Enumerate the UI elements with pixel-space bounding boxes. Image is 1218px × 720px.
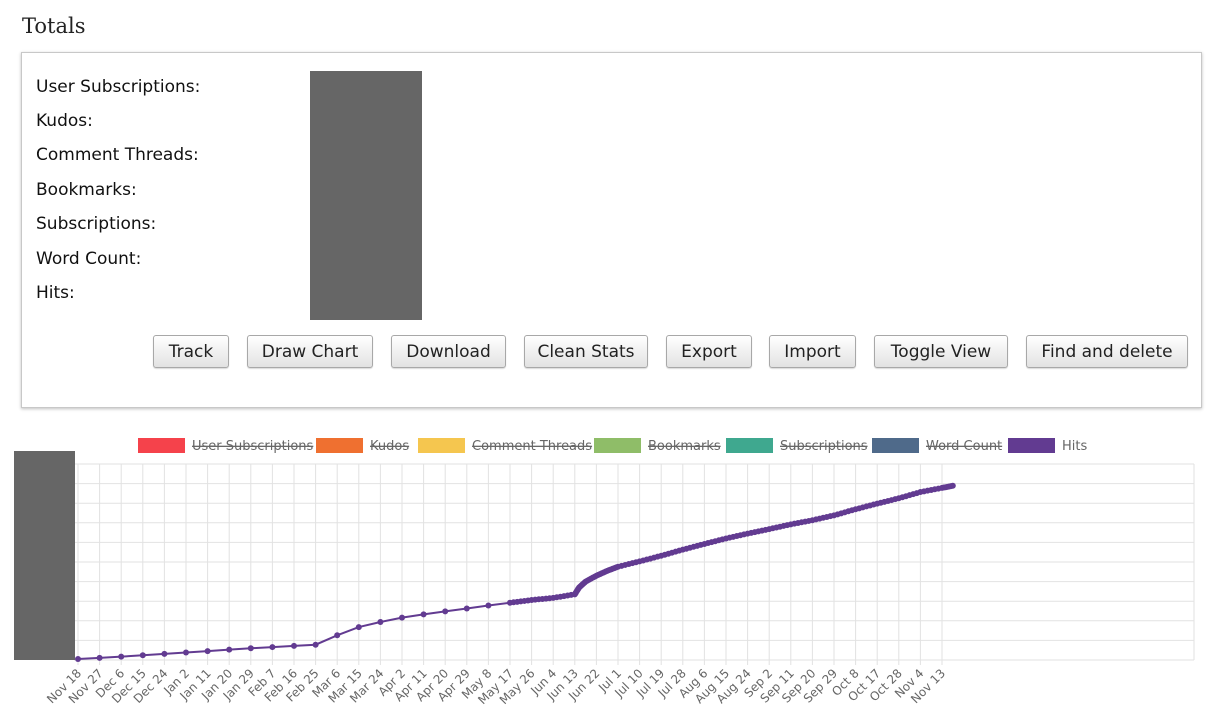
data-point xyxy=(399,614,405,621)
data-point xyxy=(312,641,319,648)
import-button[interactable]: Import xyxy=(769,335,856,368)
data-point xyxy=(420,611,427,618)
data-point xyxy=(485,602,492,609)
data-point xyxy=(96,654,103,661)
data-point xyxy=(226,646,233,653)
legend-item-kudos[interactable]: Kudos xyxy=(316,438,409,454)
legend-label: User Subscriptions xyxy=(192,439,314,454)
legend-label: Bookmarks xyxy=(648,439,721,454)
draw-chart-button[interactable]: Draw Chart xyxy=(247,335,373,368)
data-point xyxy=(118,653,125,660)
legend-swatch xyxy=(316,438,363,453)
track-button[interactable]: Track xyxy=(153,335,229,368)
legend-label: Comment Threads xyxy=(472,439,592,454)
legend-label: Word Count xyxy=(926,439,1002,454)
export-button[interactable]: Export xyxy=(666,335,752,368)
chart-legend: User Subscriptions Kudos Comment Threads Bo… xyxy=(138,438,1087,454)
redacted-stat-values xyxy=(310,71,422,320)
data-point xyxy=(139,652,146,659)
series-line-hits xyxy=(77,484,953,661)
hits-chart: User Subscriptions Kudos Comment Threads Bo… xyxy=(14,438,1195,707)
legend-label: Kudos xyxy=(370,439,409,454)
totals-panel: User Subscriptions: Kudos: Comment Threa… xyxy=(21,52,1202,408)
data-point xyxy=(183,649,189,656)
legend-item-user-subscriptions[interactable]: User Subscriptions xyxy=(138,438,314,454)
find-and-delete-button[interactable]: Find and delete xyxy=(1026,335,1188,368)
legend-swatch xyxy=(594,438,641,453)
page-title: Totals xyxy=(22,14,86,38)
download-button[interactable]: Download xyxy=(391,335,506,368)
legend-item-comment-threads[interactable]: Comment Threads xyxy=(418,438,592,454)
stat-label-bookmarks: Bookmarks: xyxy=(36,180,137,200)
data-point xyxy=(291,642,297,649)
clean-stats-button[interactable]: Clean Stats xyxy=(524,335,648,368)
legend-swatch xyxy=(418,438,465,453)
data-point xyxy=(161,650,168,657)
legend-swatch xyxy=(1008,438,1055,453)
legend-item-bookmarks[interactable]: Bookmarks xyxy=(594,438,721,454)
data-point xyxy=(269,644,276,651)
stat-label-user-subscriptions: User Subscriptions: xyxy=(36,77,201,97)
data-point xyxy=(377,618,384,625)
legend-swatch xyxy=(726,438,773,453)
data-point xyxy=(334,632,341,639)
data-point xyxy=(442,608,449,615)
stat-label-kudos: Kudos: xyxy=(36,111,93,131)
toggle-view-button[interactable]: Toggle View xyxy=(874,335,1008,368)
stat-label-subscriptions: Subscriptions: xyxy=(36,214,157,234)
redacted-y-axis xyxy=(14,451,75,660)
legend-item-hits[interactable]: Hits xyxy=(1008,438,1087,454)
stat-label-comment-threads: Comment Threads: xyxy=(36,145,199,165)
data-point xyxy=(463,605,470,612)
legend-label: Subscriptions xyxy=(780,439,868,454)
data-point xyxy=(247,645,254,652)
legend-item-subscriptions[interactable]: Subscriptions xyxy=(726,438,868,454)
data-point xyxy=(75,656,81,663)
legend-swatch xyxy=(872,438,919,453)
data-point xyxy=(204,648,211,655)
legend-item-word-count[interactable]: Word Count xyxy=(872,438,1002,454)
stat-label-hits: Hits: xyxy=(36,283,75,303)
data-point xyxy=(355,624,362,631)
legend-swatch xyxy=(138,438,185,453)
stat-label-word-count: Word Count: xyxy=(36,249,142,269)
legend-label: Hits xyxy=(1062,439,1087,454)
chart-series xyxy=(75,482,956,663)
data-point xyxy=(949,482,956,489)
